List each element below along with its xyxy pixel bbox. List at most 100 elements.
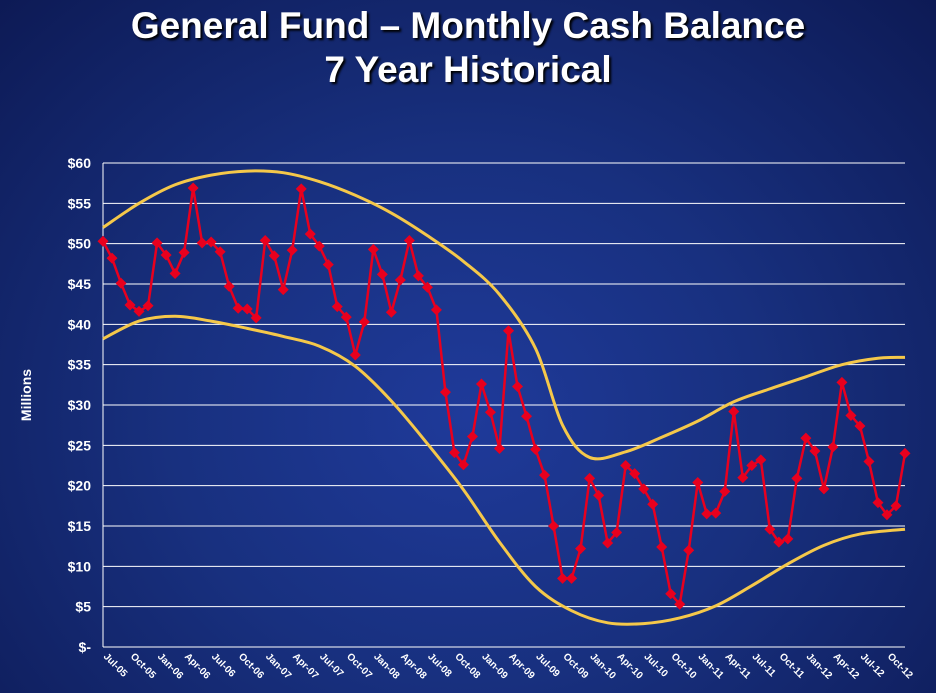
data-point-marker (115, 277, 127, 289)
data-point-marker (503, 325, 515, 337)
data-point-marker (782, 533, 794, 545)
data-point-marker (385, 306, 397, 318)
x-tick-label: Apr-12 (831, 651, 861, 681)
data-point-marker (448, 447, 460, 459)
x-tick-label: Apr-09 (506, 651, 536, 681)
data-point-marker (376, 268, 388, 280)
x-tick-label: Oct-06 (236, 651, 266, 681)
data-point-marker (304, 228, 316, 240)
y-tick-label: $30 (68, 397, 92, 413)
data-point-marker (493, 443, 505, 455)
data-point-marker (539, 469, 551, 481)
x-tick-label: Jul-09 (533, 651, 562, 680)
data-point-marker (439, 386, 451, 398)
x-tick-label: Jul-07 (317, 651, 346, 680)
data-point-marker (593, 489, 605, 501)
x-tick-label: Apr-08 (398, 651, 428, 681)
data-point-marker (764, 523, 776, 535)
data-point-marker (809, 445, 821, 457)
data-point-marker (277, 284, 289, 296)
y-tick-label: $15 (68, 518, 92, 534)
x-tick-label: Jul-05 (101, 651, 130, 680)
data-point-marker (629, 468, 641, 480)
data-point-marker (106, 252, 118, 264)
data-point-marker (710, 507, 722, 519)
x-tick-label: Oct-11 (777, 651, 807, 681)
x-tick-label: Apr-07 (290, 651, 320, 681)
data-point-marker (241, 303, 253, 315)
data-point-marker (620, 460, 632, 471)
data-point-marker (205, 236, 217, 248)
data-point-marker (160, 249, 172, 261)
x-tick-label: Oct-10 (669, 651, 699, 681)
data-point-marker (548, 520, 560, 532)
data-point-marker (512, 380, 524, 392)
data-point-marker (340, 311, 352, 323)
data-point-marker (196, 237, 208, 249)
data-point-marker (124, 299, 136, 311)
y-tick-label: $55 (68, 195, 92, 211)
lower-band-curve (102, 314, 906, 626)
x-tick-label: Jul-11 (750, 651, 778, 679)
x-tick-label: Jan-10 (587, 651, 617, 681)
data-point-marker (214, 246, 226, 258)
data-point-marker (674, 598, 686, 610)
data-point-marker (656, 541, 668, 553)
y-tick-label: $50 (68, 236, 92, 252)
data-point-marker (521, 410, 533, 422)
data-point-marker (557, 572, 569, 584)
x-tick-label: Jan-12 (804, 651, 834, 681)
data-point-marker (575, 543, 587, 555)
data-point-marker (665, 588, 677, 600)
y-tick-label: $25 (68, 437, 92, 453)
x-tick-label: Apr-10 (615, 651, 645, 681)
x-tick-label: Jan-08 (371, 651, 401, 681)
x-tick-label: Oct-05 (128, 651, 158, 681)
x-tick-label: Jan-07 (263, 651, 293, 681)
data-point-marker (755, 454, 767, 466)
data-point-marker (530, 443, 542, 455)
x-tick-label: Oct-07 (344, 651, 374, 681)
data-point-marker (863, 455, 875, 467)
y-tick-label: $20 (68, 478, 92, 494)
x-tick-label: Jul-08 (425, 651, 454, 680)
x-tick-label: Apr-06 (182, 651, 212, 681)
data-point-marker (169, 268, 181, 280)
y-tick-label: $45 (68, 276, 92, 292)
data-point-marker (349, 349, 361, 361)
data-point-marker (611, 526, 623, 538)
y-tick-label: $10 (68, 558, 92, 574)
data-point-marker (223, 280, 235, 292)
title-line-2: 7 Year Historical (324, 49, 612, 90)
data-point-marker (394, 274, 406, 286)
data-point-marker (268, 250, 280, 262)
data-point-marker (737, 472, 749, 484)
data-point-marker (890, 500, 902, 512)
x-tick-label: Apr-11 (723, 651, 753, 681)
y-tick-label: $60 (68, 155, 92, 171)
data-point-marker (475, 378, 487, 390)
data-point-marker (358, 316, 370, 328)
data-point-marker (638, 483, 650, 495)
data-point-marker (836, 376, 848, 388)
data-point-marker (331, 301, 343, 313)
data-point-marker (746, 460, 758, 471)
data-point-marker (872, 497, 884, 509)
data-point-marker (232, 302, 244, 314)
data-point-marker (692, 476, 704, 488)
x-tick-label: Oct-08 (452, 651, 482, 681)
title-line-1: General Fund – Monthly Cash Balance (130, 5, 806, 46)
data-point-marker (403, 234, 415, 246)
slide-title: General Fund – Monthly Cash Balance 7 Ye… (0, 4, 936, 92)
x-tick-label: Jan-11 (696, 651, 726, 681)
data-point-marker (259, 234, 271, 246)
x-tick-label: Jan-09 (479, 651, 509, 681)
data-point-marker (484, 406, 496, 418)
x-tick-label: Oct-12 (885, 651, 915, 681)
y-tick-label: $35 (68, 357, 92, 373)
data-point-marker (791, 472, 803, 484)
y-tick-label: $5 (75, 599, 91, 615)
data-point-marker (683, 544, 695, 556)
y-tick-label: $- (79, 639, 92, 655)
data-point-marker (295, 183, 307, 195)
